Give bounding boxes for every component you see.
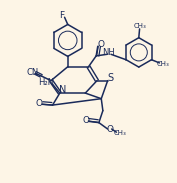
Text: CH₃: CH₃ (114, 130, 127, 136)
Text: S: S (107, 73, 114, 83)
Text: O: O (36, 99, 43, 109)
Text: CH₃: CH₃ (157, 61, 170, 67)
Text: O: O (82, 116, 89, 125)
Text: O: O (97, 40, 104, 49)
Text: CN: CN (27, 68, 39, 77)
Text: CH₃: CH₃ (133, 23, 146, 29)
Text: NH: NH (102, 48, 115, 57)
Text: H₂N: H₂N (38, 78, 54, 87)
Text: F: F (60, 11, 65, 20)
Text: N: N (59, 85, 66, 95)
Text: O: O (107, 125, 114, 134)
